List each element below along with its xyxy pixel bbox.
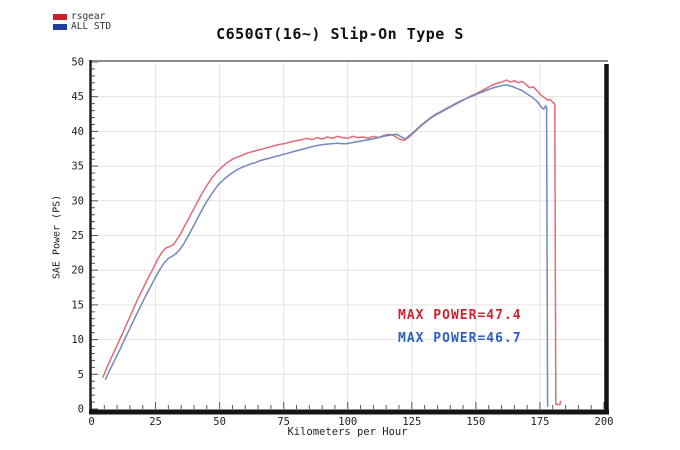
y-tick-label: 45 — [71, 91, 84, 103]
x-tick-label: 25 — [149, 416, 162, 428]
x-tick-label: 100 — [338, 416, 357, 428]
y-tick-label: 50 — [71, 57, 84, 69]
x-tick-label: 0 — [88, 416, 94, 428]
x-tick-label: 125 — [402, 416, 421, 428]
chart-title: C650GT(16~) Slip-On Type S — [216, 25, 464, 43]
x-tick-label: 50 — [213, 416, 226, 428]
y-tick-label: 40 — [71, 126, 84, 138]
legend-label: ALL STD — [71, 21, 112, 32]
series-line-all-std — [104, 84, 549, 407]
max-power-annotation-rsgear: MAX POWER=47.4 — [398, 308, 522, 323]
legend-swatch-blue — [53, 23, 67, 30]
x-tick-label: 200 — [595, 416, 614, 428]
y-tick-label: 30 — [71, 195, 84, 207]
y-tick-label: 10 — [71, 334, 84, 346]
x-tick-label: 75 — [277, 416, 290, 428]
x-axis-title: Kilometers per Hour — [287, 426, 408, 438]
y-tick-label: 15 — [71, 299, 84, 311]
y-tick-label: 20 — [71, 265, 84, 277]
x-tick-label: 175 — [530, 416, 549, 428]
legend-item-all-std: ALL STD — [53, 22, 111, 31]
legend-swatch-red — [53, 13, 67, 20]
y-tick-label: 0 — [78, 404, 84, 416]
legend-item-rsgear: rsgear — [53, 12, 111, 21]
y-axis-title: SAE Power (PS) — [51, 194, 63, 280]
x-tick-label: 150 — [466, 416, 485, 428]
legend: rsgear ALL STD — [53, 12, 111, 32]
series-line-rsgear — [102, 79, 562, 406]
y-tick-label: 35 — [71, 161, 84, 173]
legend-label: rsgear — [71, 11, 106, 22]
y-tick-label: 25 — [71, 230, 84, 242]
y-tick-label: 5 — [78, 369, 84, 381]
max-power-annotation-all-std: MAX POWER=46.7 — [398, 331, 522, 346]
